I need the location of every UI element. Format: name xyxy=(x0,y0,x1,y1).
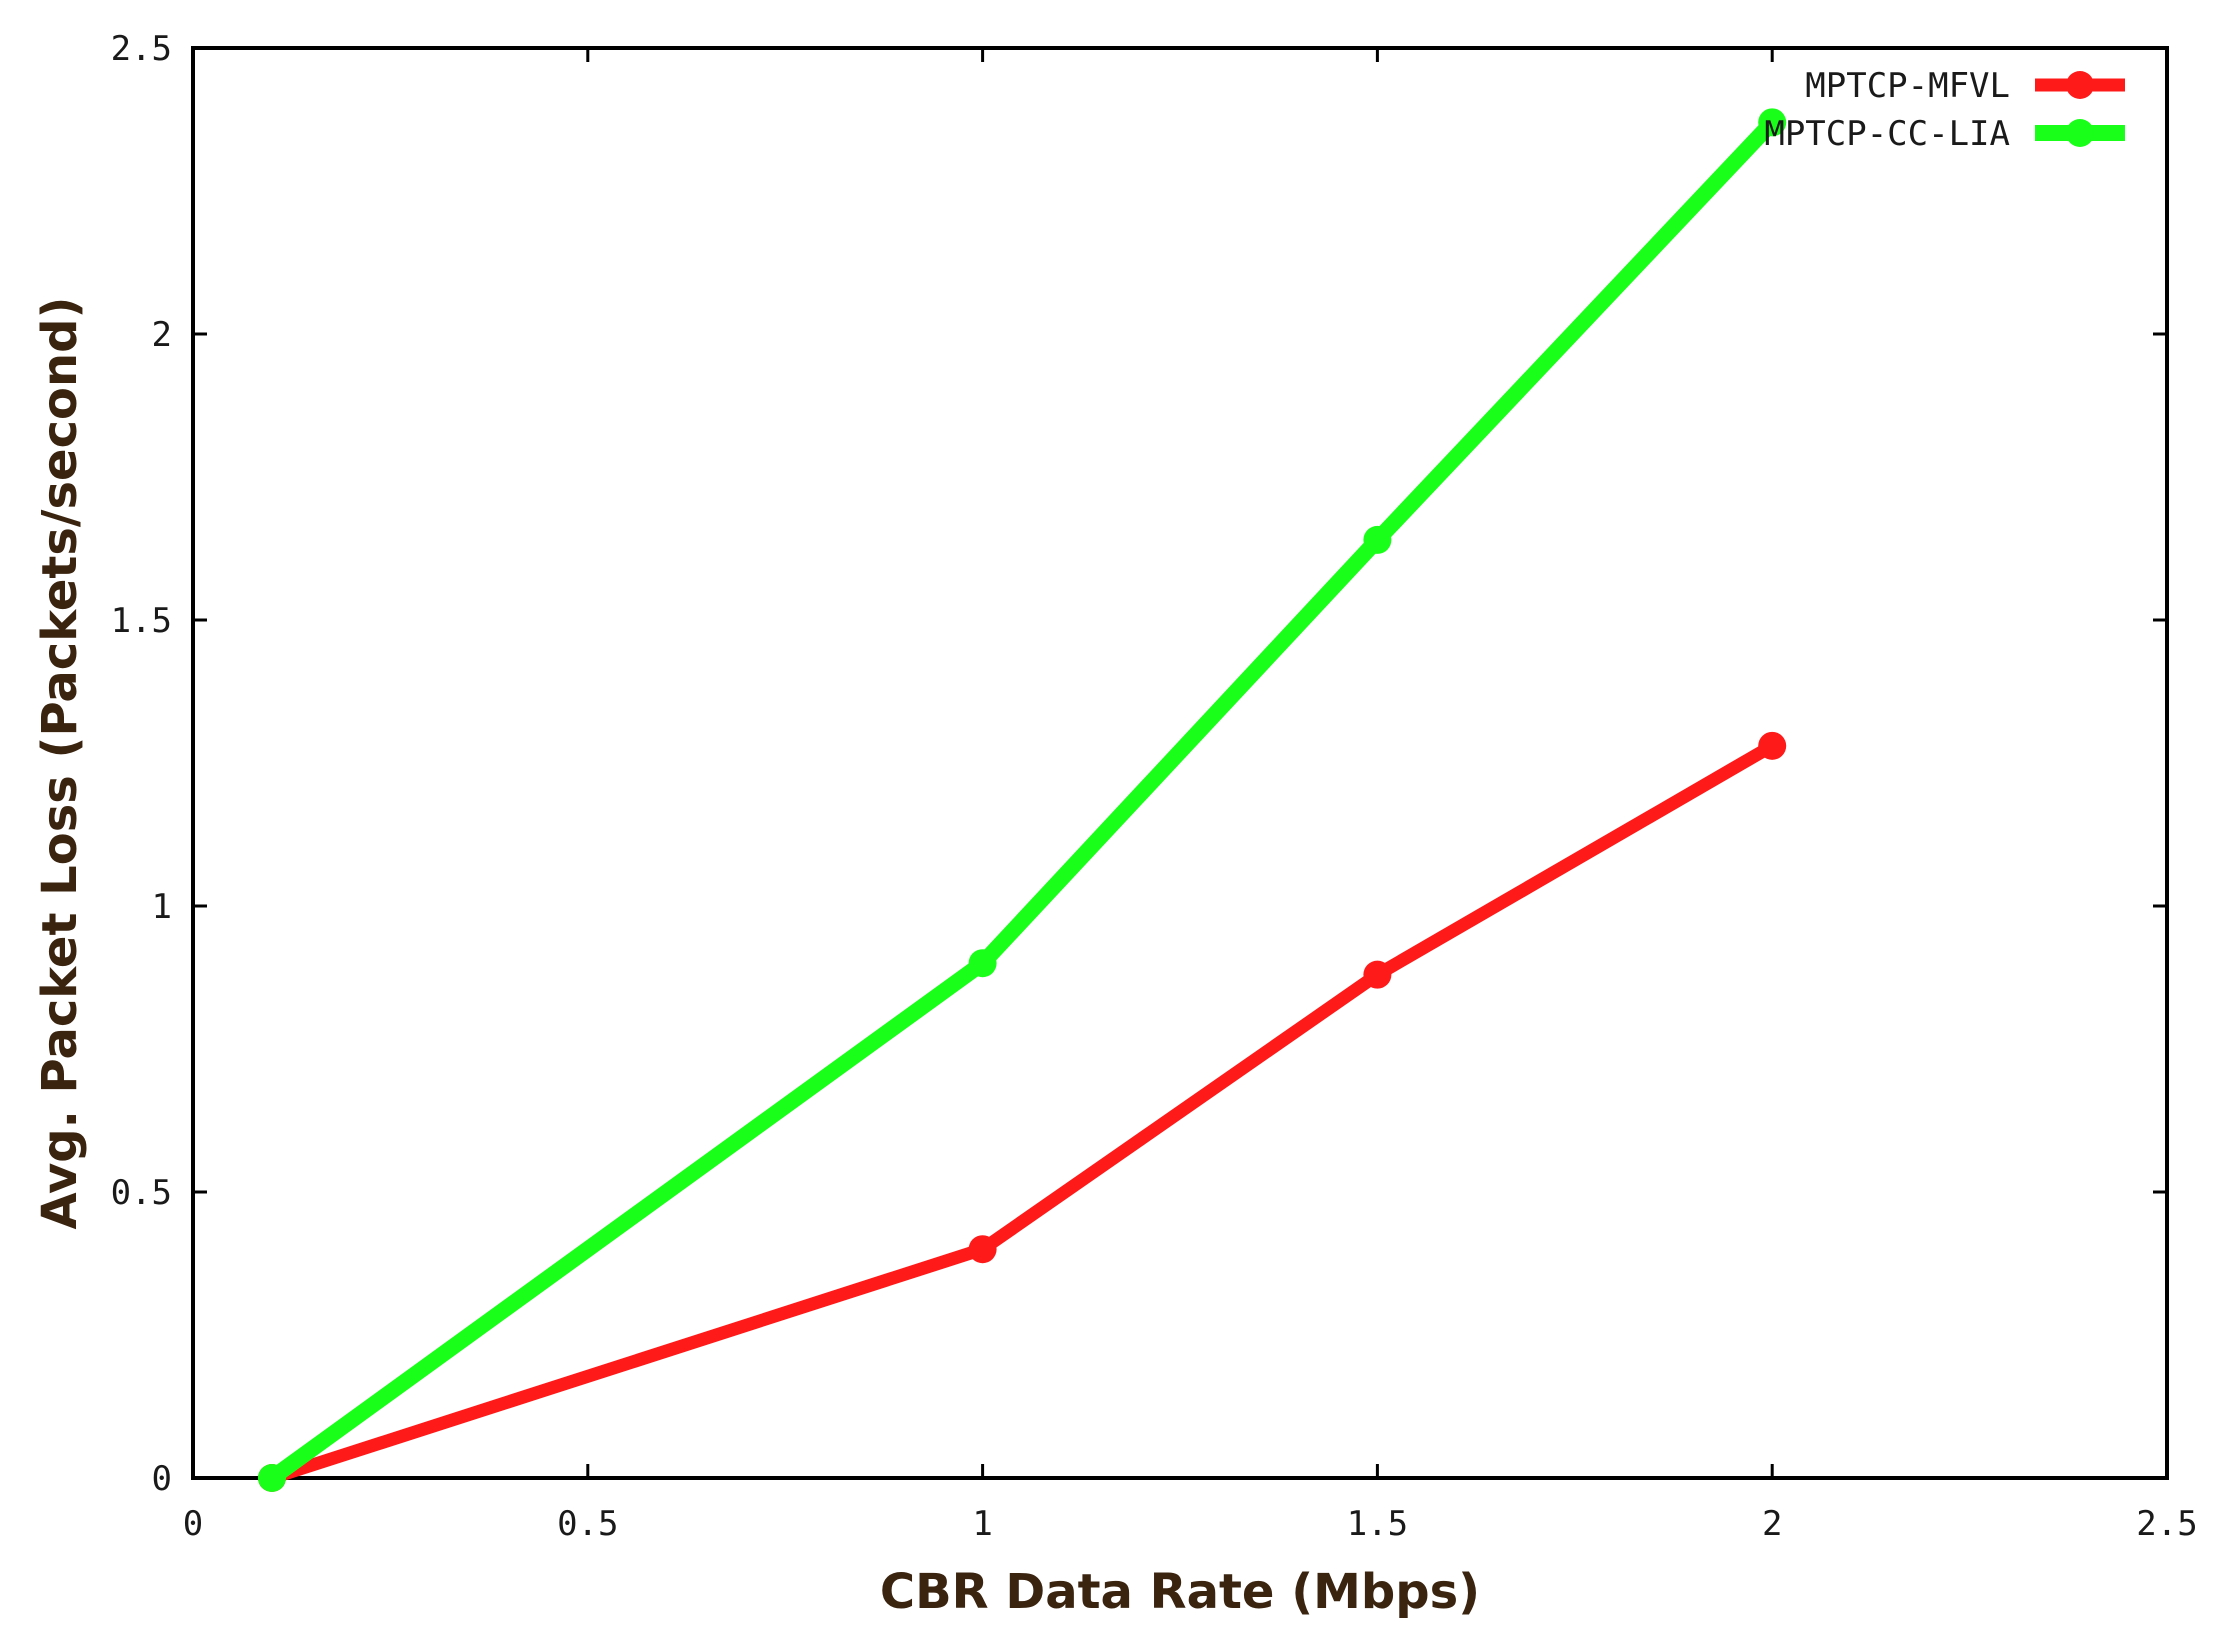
x-tick-label: 2.5 xyxy=(2136,1504,2197,1544)
x-tick-label: 1.5 xyxy=(1347,1504,1408,1544)
x-tick-label: 2 xyxy=(1762,1504,1782,1544)
legend-marker-mptcp-cc-lia xyxy=(2066,119,2094,147)
legend-label-mptcp-mfvl: MPTCP-MFVL xyxy=(1805,66,2010,106)
data-point-mptcp-cc-lia xyxy=(1758,108,1787,137)
y-tick-label: 1.5 xyxy=(111,601,172,641)
data-point-mptcp-cc-lia xyxy=(1363,525,1392,554)
legend: MPTCP-MFVL MPTCP-CC-LIA xyxy=(1764,66,2125,154)
data-point-mptcp-mfvl xyxy=(968,1235,997,1264)
legend-marker-mptcp-mfvl xyxy=(2066,71,2094,99)
y-tick-label: 0.5 xyxy=(111,1173,172,1213)
series-line-mptcp-cc-lia xyxy=(263,114,1781,1486)
data-point-mptcp-mfvl xyxy=(1363,960,1392,989)
x-axis-title: CBR Data Rate (Mbps) xyxy=(880,1564,1480,1620)
data-point-mptcp-mfvl xyxy=(1758,731,1787,760)
y-tick-label: 2 xyxy=(152,315,172,355)
y-axis-title: Avg. Packet Loss (Packets/second) xyxy=(32,297,88,1230)
legend-label-mptcp-cc-lia: MPTCP-CC-LIA xyxy=(1764,114,2010,154)
y-tick-label: 2.5 xyxy=(111,29,172,69)
x-tick-label: 1 xyxy=(972,1504,992,1544)
y-tick-label: 0 xyxy=(152,1459,172,1499)
y-tick-label: 1 xyxy=(152,887,172,927)
axis-ticks: 0 0.5 1 1.5 2 2.5 0 0.5 1 1.5 2 2.5 xyxy=(111,29,2198,1544)
data-point-mptcp-cc-lia xyxy=(968,949,997,978)
series-lines xyxy=(257,108,1787,1492)
series-line-mptcp-mfvl xyxy=(265,739,1779,1485)
data-point-mptcp-cc-lia xyxy=(257,1464,286,1492)
x-tick-label: 0.5 xyxy=(557,1504,618,1544)
x-tick-label: 0 xyxy=(183,1504,203,1544)
